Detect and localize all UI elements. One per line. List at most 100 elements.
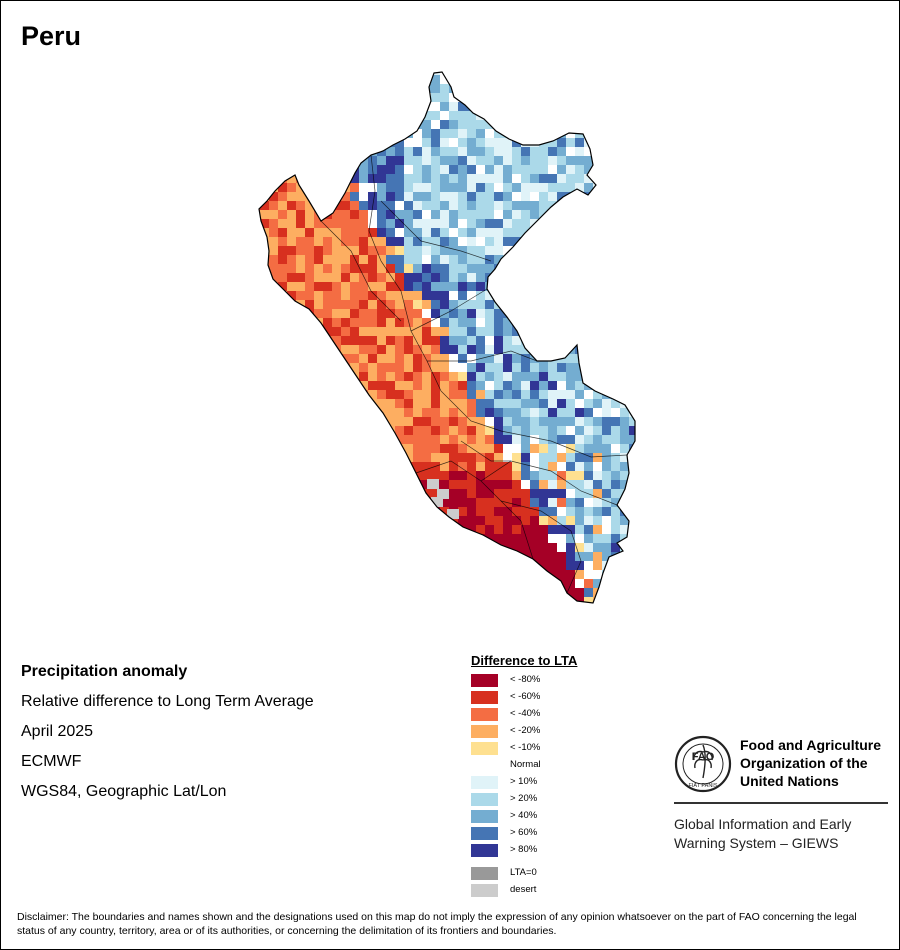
grid-cell: [449, 579, 459, 589]
legend-item: < -20%: [471, 723, 577, 740]
grid-cell: [476, 435, 486, 445]
grid-cell: [314, 579, 324, 589]
grid-cell: [530, 264, 540, 274]
grid-cell: [521, 75, 531, 85]
grid-cell: [638, 336, 647, 345]
grid-cell: [260, 489, 270, 499]
grid-cell: [503, 102, 513, 112]
grid-cell: [413, 183, 423, 193]
grid-cell: [593, 192, 603, 202]
grid-cell: [422, 363, 432, 373]
grid-cell: [287, 606, 296, 611]
grid-cell: [584, 273, 594, 283]
grid-cell: [259, 408, 261, 418]
grid-cell: [287, 246, 297, 256]
grid-cell: [332, 336, 342, 346]
grid-cell: [620, 192, 630, 202]
grid-cell: [404, 399, 414, 409]
grid-cell: [638, 237, 647, 246]
grid-cell: [296, 408, 306, 418]
grid-cell: [404, 192, 414, 202]
grid-cell: [611, 228, 621, 238]
grid-cell: [350, 93, 360, 103]
grid-cell: [269, 129, 279, 139]
grid-cell: [485, 507, 495, 517]
grid-cell: [530, 246, 540, 256]
grid-cell: [269, 543, 279, 553]
grid-cell: [647, 471, 651, 480]
grid-cell: [341, 489, 351, 499]
grid-cell: [566, 237, 576, 247]
grid-cell: [278, 507, 288, 517]
grid-cell: [259, 309, 261, 319]
grid-cell: [458, 174, 468, 184]
grid-cell: [449, 75, 459, 85]
grid-cell: [395, 408, 405, 418]
grid-cell: [386, 399, 396, 409]
grid-cell: [593, 507, 603, 517]
grid-cell: [638, 255, 647, 264]
grid-cell: [503, 462, 513, 472]
grid-cell: [458, 426, 468, 436]
grid-cell: [440, 345, 450, 355]
grid-cell: [530, 111, 540, 121]
grid-cell: [359, 318, 369, 328]
legend-swatch: [471, 793, 498, 806]
grid-cell: [332, 174, 342, 184]
grid-cell: [422, 516, 432, 526]
grid-cell: [259, 453, 261, 463]
grid-cell: [259, 183, 261, 193]
grid-cell: [332, 138, 342, 148]
grid-cell: [557, 462, 567, 472]
grid-cell: [521, 327, 531, 337]
grid-cell: [566, 462, 576, 472]
grid-cell: [494, 246, 504, 256]
grid-cell: [359, 525, 369, 535]
grid-cell: [521, 372, 531, 382]
grid-cell: [485, 75, 495, 85]
grid-cell: [440, 75, 450, 85]
grid-cell: [593, 372, 603, 382]
grid-cell: [458, 606, 467, 611]
grid-cell: [323, 426, 333, 436]
grid-cell: [404, 210, 414, 220]
grid-cell: [485, 462, 495, 472]
grid-cell: [296, 336, 306, 346]
grid-cell: [557, 174, 567, 184]
grid-cell: [530, 426, 540, 436]
grid-cell: [449, 534, 459, 544]
grid-cell: [359, 597, 369, 603]
grid-cell: [368, 129, 378, 139]
grid-cell: [539, 462, 549, 472]
grid-cell: [494, 318, 504, 328]
grid-cell: [395, 111, 405, 121]
grid-cell: [296, 102, 306, 112]
grid-cell: [647, 588, 651, 597]
grid-cell: [539, 183, 549, 193]
grid-cell: [422, 471, 432, 481]
legend-item: LTA=0: [471, 865, 577, 882]
grid-cell: [296, 588, 306, 598]
grid-cell: [620, 255, 630, 265]
grid-cell: [422, 507, 432, 517]
grid-cell: [503, 147, 513, 157]
grid-cell: [269, 219, 279, 229]
grid-cell: [503, 579, 513, 589]
grid-cell: [323, 192, 333, 202]
grid-cell: [287, 498, 297, 508]
legend-swatch: [471, 867, 498, 880]
grid-cell: [611, 336, 621, 346]
grid-cell: [602, 372, 612, 382]
grid-cell: [611, 471, 621, 481]
grid-cell: [449, 237, 459, 247]
grid-cell: [449, 543, 459, 553]
grid-cell: [332, 84, 342, 94]
grid-cell: [485, 498, 495, 508]
grid-cell: [485, 543, 495, 553]
grid-cell: [260, 372, 270, 382]
grid-cell: [350, 543, 360, 553]
grid-cell: [314, 102, 324, 112]
grid-cell: [494, 552, 504, 562]
grid-cell: [638, 309, 647, 318]
